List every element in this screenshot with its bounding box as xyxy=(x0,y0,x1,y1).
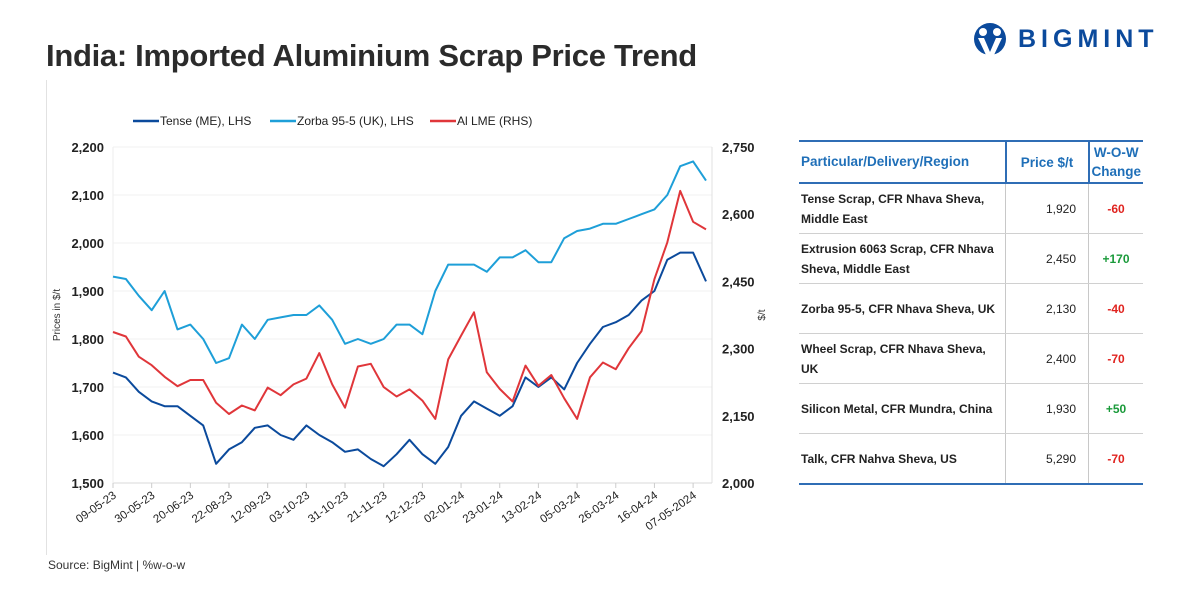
row-price: 1,920 xyxy=(1005,183,1089,234)
source-note: Source: BigMint | %w-o-w xyxy=(48,558,186,572)
x-tick-label: 12-09-23 xyxy=(229,490,274,526)
y-right-axis-title: $/t xyxy=(757,309,768,320)
series-line-3 xyxy=(112,189,707,420)
x-tick-label: 13-02-24 xyxy=(500,489,545,526)
legend-label: Zorba 95-5 (UK), LHS xyxy=(297,114,414,128)
header-change: W-O-W Change xyxy=(1087,140,1143,184)
row-price: 2,400 xyxy=(1005,333,1089,384)
page-title: India: Imported Aluminium Scrap Price Tr… xyxy=(46,38,697,73)
row-change: -70 xyxy=(1088,333,1143,384)
y-left-tick-label: 2,000 xyxy=(71,236,104,251)
y-left-tick-label: 2,100 xyxy=(71,188,104,203)
series-line-1 xyxy=(112,251,707,468)
row-price: 2,130 xyxy=(1005,283,1089,334)
series-line-2 xyxy=(112,160,707,364)
y-left-tick-label: 1,700 xyxy=(71,380,104,395)
x-tick-label: 21-11-23 xyxy=(346,490,390,526)
row-item: Tense Scrap, CFR Nhava Sheva, Middle Eas… xyxy=(799,183,1006,234)
x-tick-label: 02-01-24 xyxy=(422,489,467,526)
y-left-tick-label: 1,600 xyxy=(71,428,104,443)
y-right-tick-label: 2,150 xyxy=(722,409,755,424)
x-tick-label: 31-10-23 xyxy=(306,490,351,526)
y-right-tick-label: 2,450 xyxy=(722,274,755,289)
x-tick-label: 12-12-23 xyxy=(384,490,429,526)
x-tick-label: 03-10-23 xyxy=(267,490,312,526)
price-table: Particular/Delivery/Region Price $/t W-O… xyxy=(799,140,1143,485)
y-right-tick-label: 2,600 xyxy=(722,207,755,222)
y-left-axis-title: Prices in $/t xyxy=(52,289,63,341)
table-row: Extrusion 6063 Scrap, CFR Nhava Sheva, M… xyxy=(799,233,1143,284)
bigmint-logo-icon xyxy=(974,23,1006,55)
x-tick-label: 23-01-24 xyxy=(461,489,506,526)
row-item: Talk, CFR Nahva Sheva, US xyxy=(799,433,1006,485)
table-row: Zorba 95-5, CFR Nhava Sheva, UK 2,130 -40 xyxy=(799,283,1143,334)
y-right-tick-label: 2,000 xyxy=(722,476,755,491)
row-change: -40 xyxy=(1088,283,1143,334)
row-price: 5,290 xyxy=(1005,433,1089,485)
table-row: Wheel Scrap, CFR Nhava Sheva, UK 2,400 -70 xyxy=(799,333,1143,384)
y-left-tick-label: 1,800 xyxy=(71,332,104,347)
y-left-tick-label: 1,900 xyxy=(71,284,104,299)
table-row: Silicon Metal, CFR Mundra, China 1,930 +50 xyxy=(799,383,1143,434)
y-right-tick-label: 2,300 xyxy=(722,342,755,357)
x-tick-label: 09-05-23 xyxy=(74,490,119,526)
row-price: 1,930 xyxy=(1005,383,1089,434)
row-price: 2,450 xyxy=(1005,233,1089,284)
bigmint-logo: BIGMINT xyxy=(972,22,1159,56)
header-price: Price $/t xyxy=(1004,140,1089,184)
x-tick-label: 30-05-23 xyxy=(113,490,158,526)
header-particular: Particular/Delivery/Region xyxy=(799,140,1006,184)
y-left-tick-label: 1,500 xyxy=(71,476,104,491)
row-item: Silicon Metal, CFR Mundra, China xyxy=(799,383,1006,434)
x-tick-label: 20-06-23 xyxy=(151,490,196,526)
x-tick-label: 22-08-23 xyxy=(190,490,235,526)
x-tick-label: 26-03-24 xyxy=(577,489,622,526)
row-item: Extrusion 6063 Scrap, CFR Nhava Sheva, M… xyxy=(799,233,1006,284)
table-row: Tense Scrap, CFR Nhava Sheva, Middle Eas… xyxy=(799,183,1143,234)
divider xyxy=(46,80,47,555)
y-right-tick-label: 2,750 xyxy=(722,140,755,155)
x-tick-label: 05-03-24 xyxy=(538,489,583,526)
row-item: Wheel Scrap, CFR Nhava Sheva, UK xyxy=(799,333,1006,384)
row-item: Zorba 95-5, CFR Nhava Sheva, UK xyxy=(799,283,1006,334)
table-row: Talk, CFR Nahva Sheva, US 5,290 -70 xyxy=(799,433,1143,485)
y-left-tick-label: 2,200 xyxy=(71,140,104,155)
legend-label: Al LME (RHS) xyxy=(457,114,532,128)
legend-label: Tense (ME), LHS xyxy=(160,114,251,128)
row-change: -60 xyxy=(1088,183,1143,234)
logo-text: BIGMINT xyxy=(1018,24,1159,53)
row-change: +50 xyxy=(1088,383,1143,434)
row-change: -70 xyxy=(1088,433,1143,485)
line-chart: 1,500 1,600 1,700 1,800 1,900 2,000 2,100 2,200… xyxy=(52,114,768,533)
table-header-row: Particular/Delivery/Region Price $/t W-O… xyxy=(799,140,1143,184)
row-change: +170 xyxy=(1088,233,1143,284)
